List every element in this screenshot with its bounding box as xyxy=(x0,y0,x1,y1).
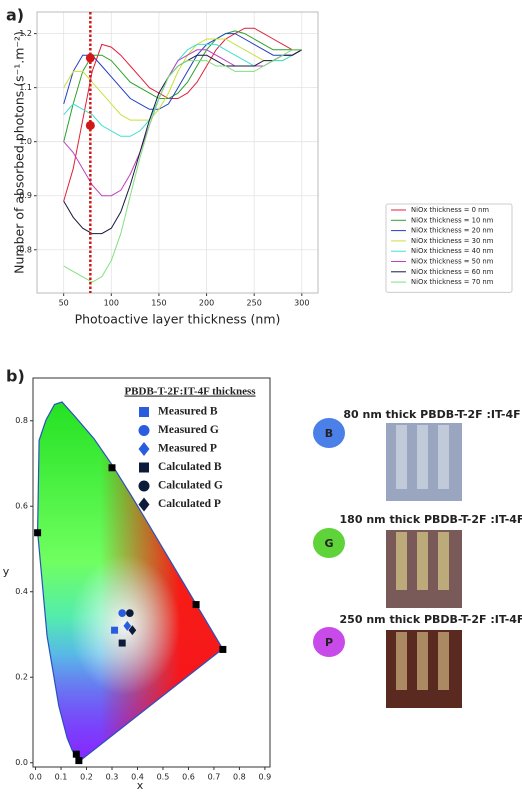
x-tick-label: 100 xyxy=(104,299,119,308)
x-tick-label: 0.9 xyxy=(259,773,272,782)
marker xyxy=(128,625,137,636)
legend-label: NiOx thickness = 40 nm xyxy=(411,247,494,255)
marker xyxy=(111,626,119,634)
legend-label: NiOx thickness = 20 nm xyxy=(411,227,494,235)
x-tick-label: 0.5 xyxy=(157,773,170,782)
samples: 80 nm thick PBDB-T-2F :IT-4F B 180 nm thic… xyxy=(313,408,522,708)
x-axis-label: Photoactive layer thickness (nm) xyxy=(75,312,281,327)
y-tick-label: 0.8 xyxy=(19,245,32,254)
sample-badge xyxy=(313,627,345,657)
highlight-point xyxy=(85,120,95,130)
legend-label: NiOx thickness = 70 nm xyxy=(411,278,494,286)
legend-label: Measured B xyxy=(158,406,218,418)
panel-label: b) xyxy=(6,367,25,386)
marker xyxy=(138,497,150,512)
plot-frame xyxy=(32,377,271,768)
sample-caption: 250 nm thick PBDB-T-2F :IT-4F xyxy=(340,613,522,626)
x-tick-label: 0.8 xyxy=(233,773,246,782)
legend-label: Measured P xyxy=(158,443,217,455)
x-tick-label: 0.2 xyxy=(80,773,93,782)
marker xyxy=(192,601,200,609)
y-tick-label: 1.0 xyxy=(19,137,32,146)
plot-frame xyxy=(36,11,319,294)
series-line xyxy=(63,33,303,110)
y-tick-label: 0.9 xyxy=(19,191,32,200)
sample-badge xyxy=(313,528,345,558)
y-tick-label: 0.4 xyxy=(15,587,28,596)
marker xyxy=(108,464,116,472)
series-line xyxy=(63,49,302,283)
legend-label: NiOx thickness = 50 nm xyxy=(411,258,494,266)
marker xyxy=(125,609,134,617)
legend-label: NiOx thickness = 30 nm xyxy=(411,237,494,245)
x-tick-label: 0.3 xyxy=(106,773,119,782)
marker xyxy=(118,639,126,647)
legend-title: PBDB-T-2F:IT-4F thickness xyxy=(124,386,256,398)
marker xyxy=(219,645,227,653)
highlight-point xyxy=(85,53,95,63)
legend-label: NiOx thickness = 60 nm xyxy=(411,268,494,276)
y-axis-label: y xyxy=(3,565,10,578)
panel-label: a) xyxy=(6,6,24,25)
electrode xyxy=(396,532,407,590)
legend-label: Calculated P xyxy=(158,498,221,510)
y-tick-label: 0.8 xyxy=(15,416,28,425)
x-tick-label: 50 xyxy=(59,299,69,308)
marker xyxy=(138,425,150,436)
sample-caption: 80 nm thick PBDB-T-2F :IT-4F xyxy=(343,408,520,421)
legend-label: NiOx thickness = 0 nm xyxy=(411,206,489,214)
chart-a: 50 100 150 200 250 300 0.8 0.9 1.0 1.1 1.2 Photoact… xyxy=(12,11,513,327)
x-tick-label: 0.0 xyxy=(29,773,42,782)
x-tick-label: 300 xyxy=(294,299,309,308)
sample-label: B xyxy=(325,427,333,440)
marker xyxy=(123,621,132,631)
spectral-locus xyxy=(36,401,224,762)
sample-caption: 180 nm thick PBDB-T-2F :IT-4F xyxy=(340,513,522,526)
sample-label: G xyxy=(324,537,333,550)
marker xyxy=(138,442,150,456)
x-tick-label: 150 xyxy=(151,299,166,308)
electrode xyxy=(396,632,407,690)
marker xyxy=(34,529,42,537)
marker xyxy=(138,480,150,492)
x-axis-label: x xyxy=(137,779,144,792)
y-tick-label: 0.2 xyxy=(15,673,28,682)
legend-label: NiOx thickness = 10 nm xyxy=(411,216,494,224)
marker xyxy=(139,462,149,473)
y-tick-label: 0.6 xyxy=(15,502,28,511)
series-line xyxy=(63,30,302,142)
electrode xyxy=(438,425,449,489)
electrode xyxy=(417,532,428,590)
y-tick-label: 1.1 xyxy=(19,83,32,92)
legend-frame xyxy=(385,203,513,293)
marker xyxy=(139,407,149,417)
legend-label: Calculated B xyxy=(158,461,222,473)
x-tick-label: 0.6 xyxy=(182,773,195,782)
electrode xyxy=(417,425,428,489)
x-tick-label: 0.7 xyxy=(208,773,221,782)
x-tick-label: 200 xyxy=(199,299,214,308)
sample-label: P xyxy=(325,636,333,649)
y-axis-label: Number of absorbed photons (s⁻¹.m⁻²) xyxy=(12,31,27,274)
electrode xyxy=(438,532,449,590)
electrode xyxy=(396,425,407,489)
x-tick-label: 250 xyxy=(247,299,262,308)
electrode xyxy=(417,632,428,690)
y-tick-label: 0.0 xyxy=(15,758,28,767)
series-line xyxy=(63,27,302,202)
sample-badge xyxy=(313,418,345,448)
x-tick-label: 0.1 xyxy=(55,773,68,782)
marker xyxy=(118,609,127,617)
legend-label: Measured G xyxy=(158,424,219,436)
series-line xyxy=(63,49,303,197)
legend-label: Calculated G xyxy=(158,480,223,492)
y-tick-label: 1.2 xyxy=(19,29,32,38)
marker xyxy=(72,750,80,758)
x-tick-label: 0.4 xyxy=(131,773,144,782)
marker xyxy=(75,757,83,765)
electrode xyxy=(438,632,449,690)
